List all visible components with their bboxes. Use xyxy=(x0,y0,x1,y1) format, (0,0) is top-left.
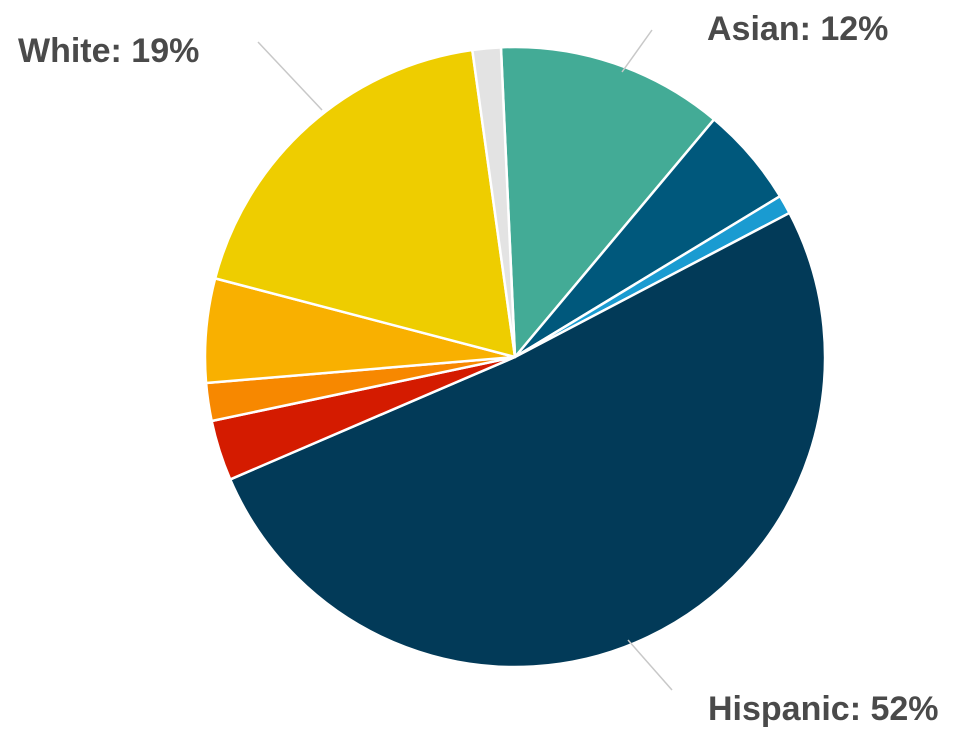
slice-label-white: White: 19% xyxy=(18,32,199,70)
pie-slice-1 xyxy=(499,45,716,359)
pie-slice-9 xyxy=(471,46,517,359)
label-leaders xyxy=(257,29,673,691)
pie-slice-8 xyxy=(213,48,517,359)
pie-slice-4 xyxy=(228,211,827,669)
pie-slices xyxy=(203,45,827,669)
leader-line-hispanic xyxy=(627,639,673,691)
leader-line-white xyxy=(257,41,323,111)
leader-line-asian xyxy=(621,29,653,73)
slice-label-asian: Asian: 12% xyxy=(707,10,888,48)
slice-label-hispanic: Hispanic: 52% xyxy=(708,690,939,728)
